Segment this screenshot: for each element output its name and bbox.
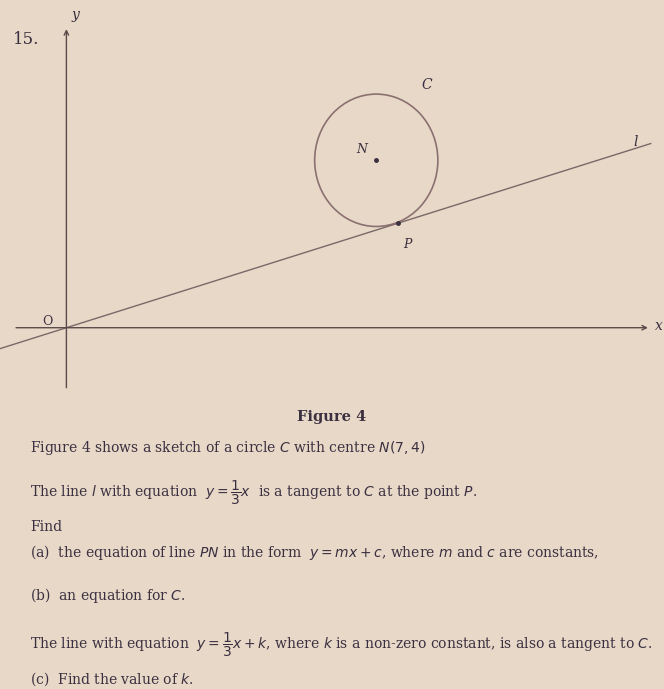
Text: Find: Find: [30, 520, 62, 534]
Text: (b)  an equation for $C$.: (b) an equation for $C$.: [30, 586, 185, 605]
Text: C: C: [421, 78, 432, 92]
Text: N: N: [357, 143, 367, 156]
Text: The line $l$ with equation  $y = \dfrac{1}{3}x$  is a tangent to $C$ at the poin: The line $l$ with equation $y = \dfrac{1…: [30, 479, 477, 507]
Text: Figure 4 shows a sketch of a circle $C$ with centre $N(7, 4)$: Figure 4 shows a sketch of a circle $C$ …: [30, 439, 425, 457]
Text: x: x: [655, 318, 663, 333]
Text: P: P: [403, 238, 411, 251]
Text: 15.: 15.: [13, 30, 40, 48]
Text: y: y: [71, 8, 79, 22]
Text: (c)  Find the value of $k$.: (c) Find the value of $k$.: [30, 670, 194, 688]
Text: l: l: [633, 135, 637, 149]
Text: (a)  the equation of line $PN$ in the form  $y = mx + c$, where $m$ and $c$ are : (a) the equation of line $PN$ in the for…: [30, 543, 599, 562]
Text: Figure 4: Figure 4: [297, 410, 367, 424]
Text: The line with equation  $y = \dfrac{1}{3}x + k$, where $k$ is a non-zero constan: The line with equation $y = \dfrac{1}{3}…: [30, 630, 652, 659]
Text: O: O: [42, 315, 53, 328]
